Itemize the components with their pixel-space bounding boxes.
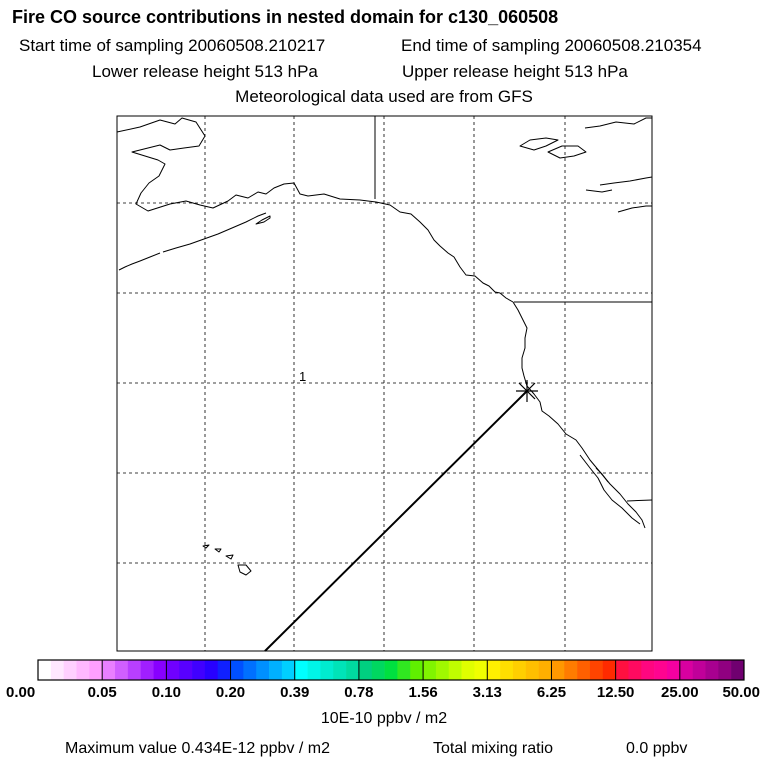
colorbar-swatch: [63, 660, 77, 680]
maximum-value-label: Maximum value 0.434E-12 ppbv / m2: [65, 740, 331, 757]
colorbar-swatch: [705, 660, 719, 680]
colorbar-swatch: [564, 660, 578, 680]
colorbar-swatch: [192, 660, 206, 680]
colorbar-swatch: [718, 660, 732, 680]
colorbar-swatch: [89, 660, 103, 680]
colorbar-swatch: [153, 660, 167, 680]
colorbar-swatch: [269, 660, 283, 680]
colorbar-swatch: [589, 660, 604, 680]
colorbar-swatch: [731, 660, 745, 680]
met-data-label: Meteorological data used are from GFS: [235, 87, 533, 106]
coastlines: [116, 116, 653, 576]
colorbar-units: 10E-10 ppbv / m2: [320, 710, 448, 727]
colorbar-swatch: [38, 660, 52, 680]
colorbar-swatch: [666, 660, 681, 680]
colorbar-swatch: [397, 660, 411, 680]
colorbar-swatch: [256, 660, 270, 680]
colorbar-swatch: [76, 660, 90, 680]
map-title: Fire CO source contributions in nested d…: [12, 7, 559, 27]
start-time-label: Start time of sampling 20060508.210217: [19, 36, 326, 55]
colorbar-swatch: [551, 660, 565, 680]
colorbar-tick-label: 0.05: [87, 684, 117, 701]
receptor-marker: [516, 380, 538, 402]
colorbar-swatch: [410, 660, 424, 680]
colorbar-tick-label: 50.00: [722, 684, 760, 701]
end-time-label: End time of sampling 20060508.210354: [401, 36, 702, 55]
colorbar-swatch: [307, 660, 321, 680]
colorbar-swatch: [358, 660, 373, 680]
colorbar-tick-label: 1.56: [408, 684, 438, 701]
colorbar-swatch: [346, 660, 360, 680]
colorbar-tick-label: 3.13: [472, 684, 502, 701]
colorbar-swatch: [512, 660, 527, 680]
colorbar-tick-label: 0.00: [6, 684, 36, 701]
map-frame: [116, 115, 653, 652]
trajectory-path: [264, 390, 528, 652]
colorbar-swatch: [692, 660, 706, 680]
colorbar-swatch: [615, 660, 629, 680]
colorbar-swatch: [294, 660, 308, 680]
colorbar-tick-label: 0.10: [151, 684, 181, 701]
colorbar-swatch: [474, 660, 488, 680]
total-mixing-ratio-value: 0.0 ppbv: [626, 740, 688, 757]
colorbar-swatch: [243, 660, 257, 680]
colorbar-swatch: [654, 660, 668, 680]
colorbar-swatch: [166, 660, 180, 680]
colorbar-swatch: [230, 660, 244, 680]
colorbar-swatch: [179, 660, 193, 680]
colorbar-swatch: [320, 660, 334, 680]
colorbar-swatch: [577, 660, 591, 680]
colorbar-swatch: [127, 660, 141, 680]
colorbar-swatch: [448, 660, 462, 680]
colorbar-swatch: [423, 660, 437, 680]
colorbar-swatch: [140, 660, 154, 680]
colorbar-swatch: [628, 660, 642, 680]
colorbar-swatch: [281, 660, 296, 680]
colorbar-tick-label: 0.39: [280, 684, 310, 701]
colorbar-swatch: [384, 660, 398, 680]
colorbar-swatch: [525, 660, 539, 680]
colorbar-swatch: [679, 660, 693, 680]
colorbar-tick-label: 0.20: [215, 684, 246, 701]
colorbar-swatch: [217, 660, 231, 680]
colorbar-swatch: [538, 660, 552, 680]
colorbar-swatch: [204, 660, 219, 680]
colorbar-tick-label: 6.25: [536, 684, 567, 701]
colorbar-swatches: [37, 660, 745, 680]
colorbar-swatch: [500, 660, 514, 680]
colorbar-swatch: [461, 660, 475, 680]
colorbar-swatch: [371, 660, 385, 680]
lat-lon-grid: [117, 116, 652, 651]
colorbar-tick-label: 12.50: [596, 684, 635, 701]
colorbar-tick-label: 25.00: [661, 684, 699, 701]
colorbar-frame: [37, 659, 745, 681]
colorbar-tick-label: 0.78: [344, 684, 374, 701]
lower-release-height-label: Lower release height 513 hPa: [92, 62, 318, 81]
colorbar-swatch: [641, 660, 655, 680]
colorbar-swatch: [333, 660, 347, 680]
colorbar-swatch: [435, 660, 450, 680]
total-mixing-ratio-label: Total mixing ratio: [433, 740, 554, 757]
colorbar-swatch: [115, 660, 129, 680]
colorbar-swatch: [487, 660, 501, 680]
colorbar-swatch: [102, 660, 116, 680]
colorbar-swatch: [50, 660, 64, 680]
upper-release-height-label: Upper release height 513 hPa: [402, 62, 628, 81]
colorbar-swatch: [602, 660, 616, 680]
receptor-number-label: 1: [299, 369, 306, 384]
